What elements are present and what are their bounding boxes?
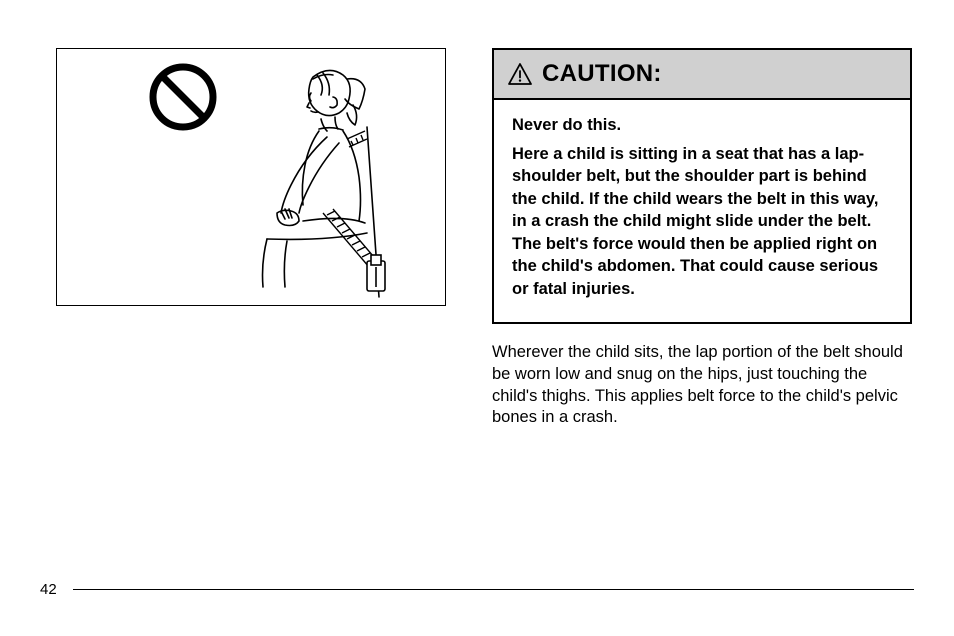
caution-header: CAUTION: [494, 50, 910, 100]
caution-box: CAUTION: Never do this. Here a child is … [492, 48, 912, 324]
page-number: 42 [40, 581, 57, 598]
page-content: CAUTION: Never do this. Here a child is … [0, 0, 954, 429]
footer-rule [73, 589, 914, 591]
prohibition-icon [147, 61, 219, 133]
page-footer: 42 [40, 581, 914, 598]
body-paragraph: Wherever the child sits, the lap portion… [492, 342, 912, 429]
caution-title: CAUTION: [542, 60, 662, 88]
right-column: CAUTION: Never do this. Here a child is … [492, 48, 912, 429]
caution-lead: Never do this. [512, 116, 892, 135]
illustration-frame [56, 48, 446, 306]
left-column [56, 48, 446, 429]
caution-text: Here a child is sitting in a seat that h… [512, 143, 892, 300]
caution-body: Never do this. Here a child is sitting i… [494, 100, 910, 322]
warning-triangle-icon [508, 63, 532, 85]
child-seated-illustration [227, 63, 427, 298]
